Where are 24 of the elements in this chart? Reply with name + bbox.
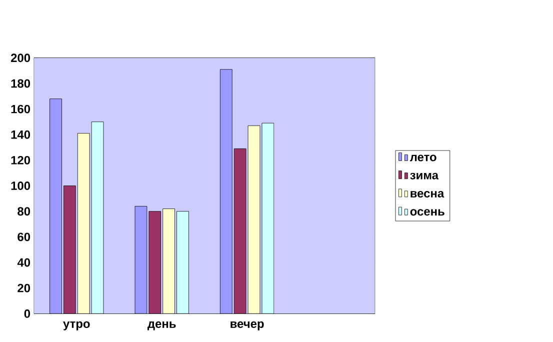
bar xyxy=(248,125,260,314)
bar xyxy=(64,186,76,314)
y-tick-label: 100 xyxy=(11,182,30,190)
y-tick-label: 160 xyxy=(11,104,30,114)
x-tick-label: день xyxy=(148,321,176,330)
legend-label: лето xyxy=(410,154,436,162)
legend-label: весна xyxy=(410,190,444,198)
y-tick-label: 40 xyxy=(17,258,30,267)
y-tick-label: 0 xyxy=(24,309,30,318)
bar xyxy=(77,133,90,314)
y-tick-label: 180 xyxy=(11,79,30,88)
y-tick-label: 140 xyxy=(11,130,30,139)
bar xyxy=(148,211,162,314)
y-tick-label: 20 xyxy=(18,284,30,292)
bar xyxy=(234,148,246,314)
bar xyxy=(162,208,175,314)
x-tick-label: вечер xyxy=(230,321,264,330)
legend-label: зима xyxy=(410,172,439,180)
y-tick-label: 80 xyxy=(18,207,30,216)
y-tick-label: 120 xyxy=(11,156,30,164)
y-tick-label: 200 xyxy=(10,54,30,62)
legend-label: осень xyxy=(410,209,444,216)
y-tick-label: 60 xyxy=(18,232,30,242)
x-tick-label: утро xyxy=(63,321,90,330)
